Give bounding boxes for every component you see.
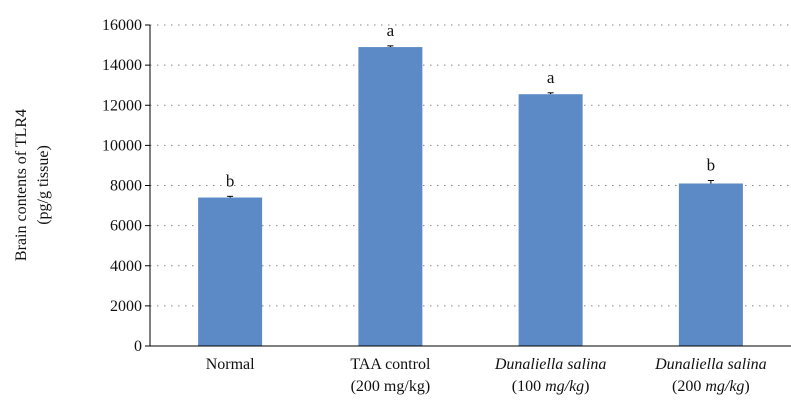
y-tick-label: 8000 — [110, 178, 142, 195]
category-label-line2: (100 mg/kg) — [512, 378, 590, 395]
gridlines — [145, 24, 791, 347]
significance-label: b — [226, 171, 235, 190]
y-tick-label: 6000 — [110, 218, 142, 235]
category-label-line2: (200 mg/kg) — [672, 378, 750, 395]
y-tick-label: 4000 — [110, 258, 142, 275]
y-tick-label: 16000 — [102, 17, 142, 34]
significance-label: a — [387, 21, 395, 40]
bars — [198, 45, 743, 346]
bar — [518, 94, 583, 346]
labels: 0 2000 4000 6000 8000 10000 12000 14000 16000 b No… — [102, 17, 767, 395]
y-tick-label: 12000 — [102, 97, 142, 114]
y-tick-label: 2000 — [110, 298, 142, 315]
y-tick-label: 0 — [134, 338, 142, 355]
y-tick-label: 14000 — [102, 57, 142, 74]
axes — [149, 25, 791, 347]
y-axis-title-line1: Brain contents of TLR4 — [13, 109, 30, 261]
category-label: TAA control — [350, 356, 431, 373]
significance-label: b — [707, 155, 716, 174]
category-label: Dunaliella salina — [494, 356, 607, 373]
category-label-line2: (200 mg/kg) — [351, 378, 431, 395]
y-axis-title-line2: (pg/g tissue) — [35, 145, 52, 225]
y-tick-label: 10000 — [102, 137, 142, 154]
bar — [198, 197, 263, 346]
significance-label: a — [547, 68, 555, 87]
bar — [678, 183, 743, 346]
y-axis-title: Brain contents of TLR4 (pg/g tissue) — [13, 109, 52, 261]
category-label: Normal — [206, 356, 255, 373]
bar — [358, 47, 423, 346]
category-label: Dunaliella salina — [654, 356, 767, 373]
